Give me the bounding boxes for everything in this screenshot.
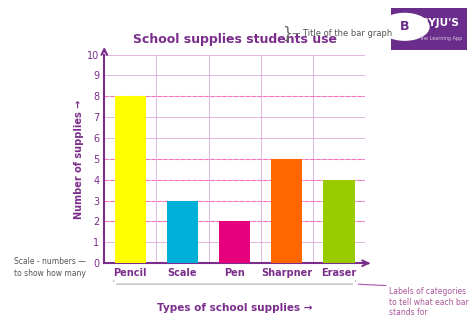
Bar xyxy=(115,96,146,263)
Y-axis label: Number of supplies →: Number of supplies → xyxy=(74,99,84,219)
Text: }: } xyxy=(282,26,292,41)
Text: B: B xyxy=(400,20,410,33)
Text: to show how many: to show how many xyxy=(14,269,86,278)
Title: School supplies students use: School supplies students use xyxy=(133,33,337,47)
Bar xyxy=(323,180,355,263)
Text: Scale - numbers —: Scale - numbers — xyxy=(14,257,86,266)
Text: — Title of the bar graph: — Title of the bar graph xyxy=(292,29,392,38)
Text: Labels of categories
to tell what each bar
stands for: Labels of categories to tell what each b… xyxy=(389,287,468,317)
Bar xyxy=(271,159,302,263)
Text: The Learning App: The Learning App xyxy=(419,36,462,40)
Bar xyxy=(219,221,250,263)
Circle shape xyxy=(381,13,429,40)
Bar xyxy=(167,201,198,263)
X-axis label: Types of school supplies →: Types of school supplies → xyxy=(157,303,312,313)
Text: BYJU'S: BYJU'S xyxy=(421,18,459,28)
